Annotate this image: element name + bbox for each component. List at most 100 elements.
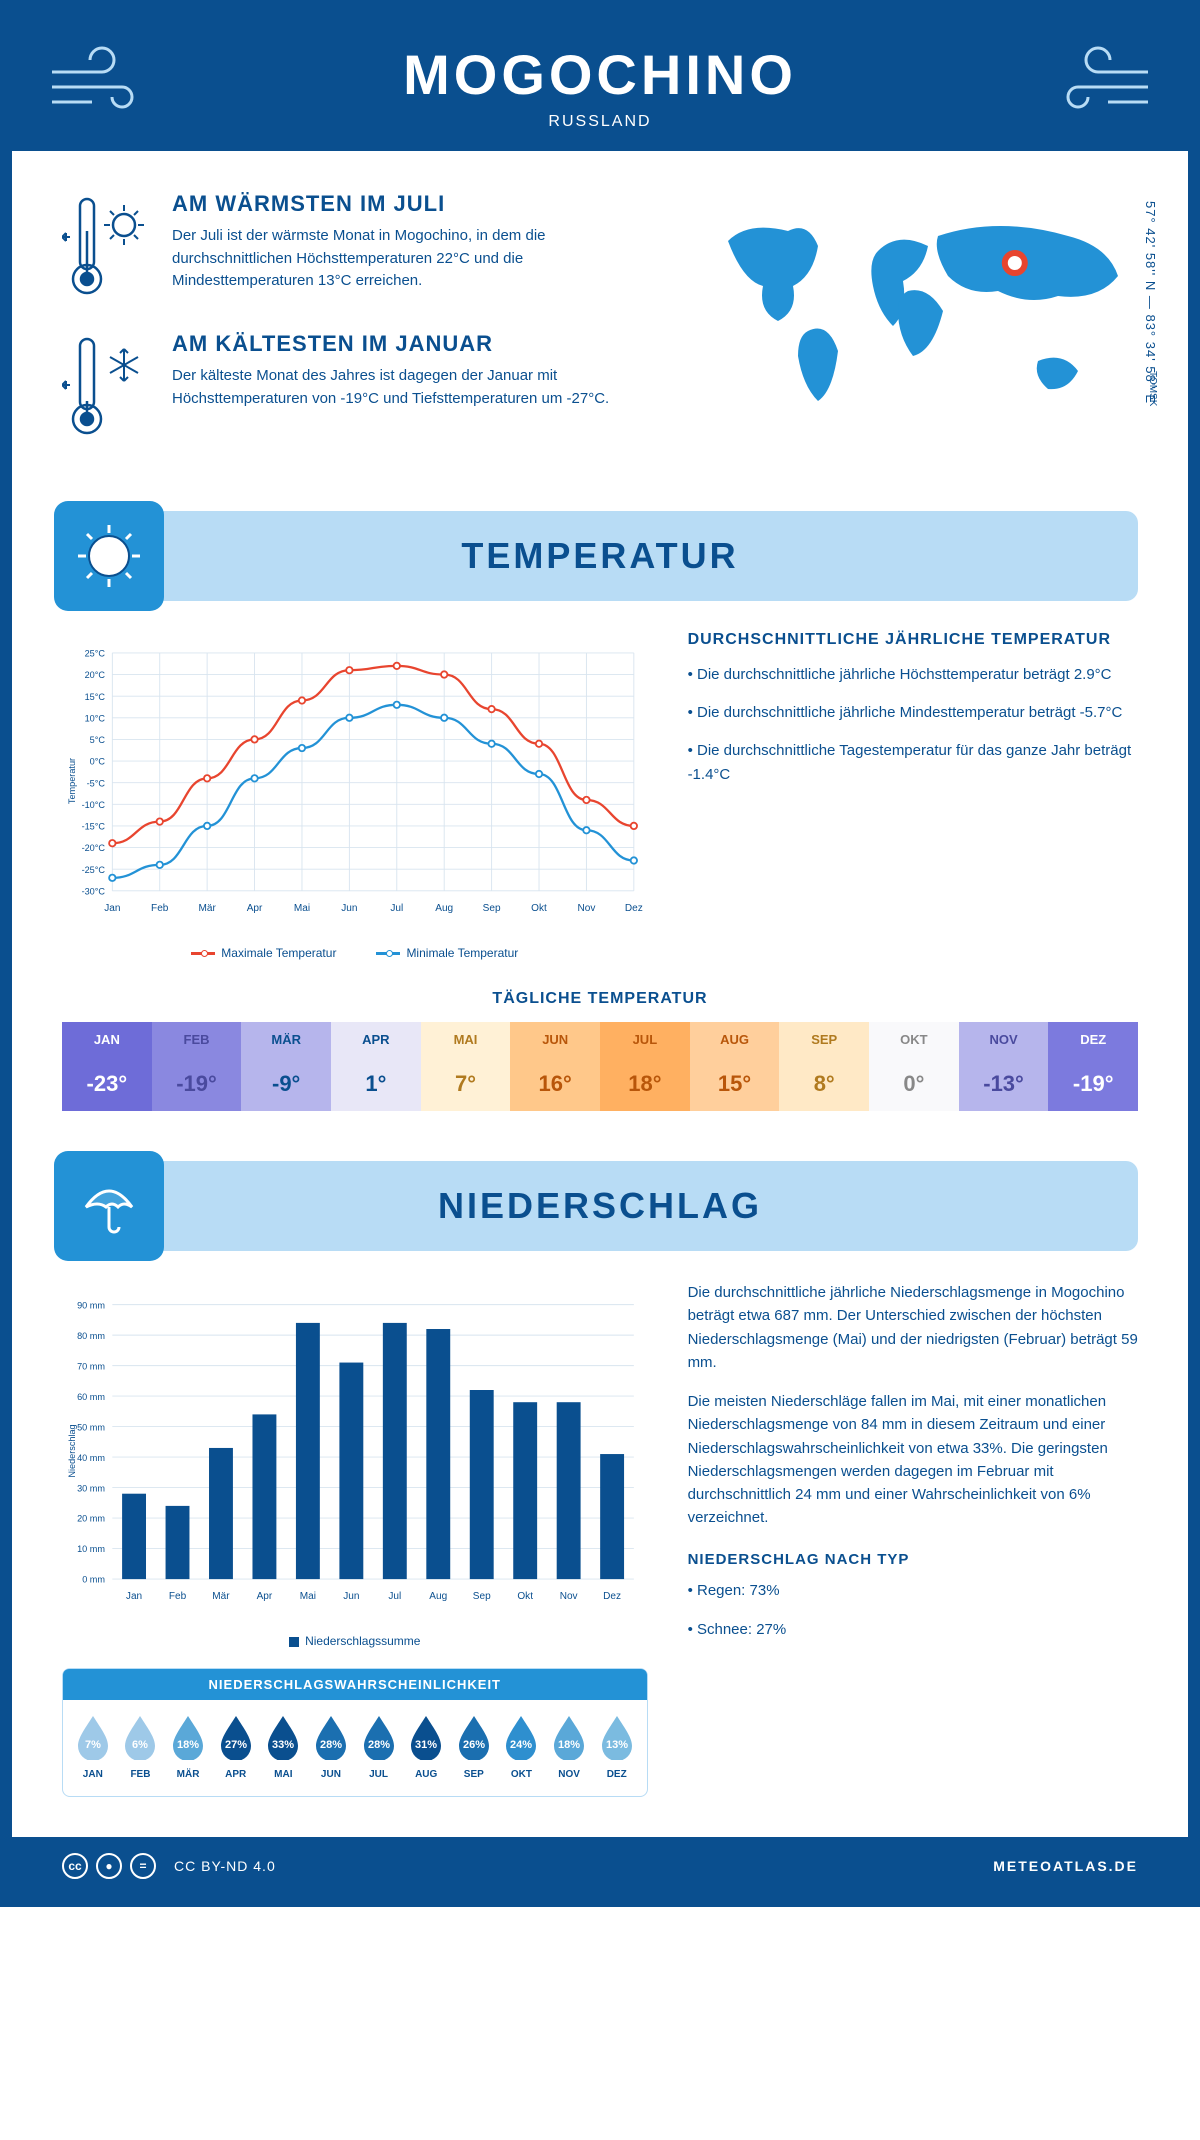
content: AM WÄRMSTEN IM JULI Der Juli ist der wär… <box>12 151 1188 1837</box>
svg-text:Mär: Mär <box>212 1591 230 1602</box>
temp-title: TEMPERATUR <box>461 535 738 577</box>
svg-text:15°C: 15°C <box>85 692 106 702</box>
coldest-text: Der kälteste Monat des Jahres ist dagege… <box>172 365 658 410</box>
license-text: CC BY-ND 4.0 <box>174 1858 276 1874</box>
month-cell: FEB-19° <box>152 1022 242 1111</box>
probability-drop: 31% AUG <box>402 1712 450 1780</box>
svg-text:Okt: Okt <box>531 903 547 914</box>
daily-temp-table: JAN-23° FEB-19° MÄR-9° APR1° MAI7° JUN16… <box>62 1022 1138 1111</box>
svg-text:60 mm: 60 mm <box>77 1392 105 1402</box>
month-cell: NOV-13° <box>959 1022 1049 1111</box>
svg-text:Aug: Aug <box>429 1591 447 1602</box>
wind-icon <box>1038 42 1158 122</box>
cc-icon: cc <box>62 1853 88 1879</box>
month-cell: MAI7° <box>421 1022 511 1111</box>
warmest-text: Der Juli ist der wärmste Monat in Mogoch… <box>172 225 658 293</box>
svg-text:24%: 24% <box>510 1739 532 1751</box>
probability-drop: 26% SEP <box>450 1712 498 1780</box>
infographic-page: MOGOCHINO RUSSLAND AM WÄRMSTEN IM JULI D… <box>0 0 1200 1907</box>
probability-drop: 27% APR <box>212 1712 260 1780</box>
svg-text:20°C: 20°C <box>85 670 106 680</box>
precip-title: NIEDERSCHLAG <box>438 1185 762 1227</box>
precip-section-header: NIEDERSCHLAG <box>62 1161 1138 1251</box>
month-cell: JAN-23° <box>62 1022 152 1111</box>
svg-text:-5°C: -5°C <box>87 778 106 788</box>
precip-type2: • Schnee: 27% <box>688 1618 1138 1641</box>
svg-text:Apr: Apr <box>247 903 263 914</box>
svg-text:33%: 33% <box>272 1739 294 1751</box>
svg-text:Dez: Dez <box>603 1591 621 1602</box>
probability-drop: 13% DEZ <box>593 1712 641 1780</box>
svg-text:Aug: Aug <box>435 903 453 914</box>
svg-text:Mai: Mai <box>294 903 310 914</box>
svg-text:0 mm: 0 mm <box>82 1575 105 1585</box>
precip-type1: • Regen: 73% <box>688 1579 1138 1602</box>
svg-text:80 mm: 80 mm <box>77 1331 105 1341</box>
svg-text:90 mm: 90 mm <box>77 1300 105 1310</box>
svg-text:Mai: Mai <box>300 1591 316 1602</box>
svg-text:Temperatur: Temperatur <box>67 758 77 804</box>
region-label: TOMSK <box>1147 371 1158 406</box>
svg-text:Feb: Feb <box>169 1591 187 1602</box>
prob-title: NIEDERSCHLAGSWAHRSCHEINLICHKEIT <box>63 1669 647 1700</box>
svg-text:Jan: Jan <box>126 1591 142 1602</box>
month-cell: DEZ-19° <box>1048 1022 1138 1111</box>
svg-text:Jun: Jun <box>341 903 357 914</box>
thermometer-sun-icon <box>62 191 152 301</box>
month-cell: OKT0° <box>869 1022 959 1111</box>
precipitation-bar-chart: 0 mm10 mm20 mm30 mm40 mm50 mm60 mm70 mm8… <box>62 1281 648 1621</box>
svg-text:Sep: Sep <box>473 1591 491 1602</box>
precip-p1: Die durchschnittliche jährliche Niedersc… <box>688 1281 1138 1374</box>
thermometer-snow-icon <box>62 331 152 441</box>
svg-text:Nov: Nov <box>577 903 595 914</box>
svg-text:Jul: Jul <box>390 903 403 914</box>
probability-drop: 24% OKT <box>498 1712 546 1780</box>
legend-max: Maximale Temperatur <box>221 946 336 960</box>
precip-probability-box: NIEDERSCHLAGSWAHRSCHEINLICHKEIT 7% JAN 6… <box>62 1668 648 1797</box>
header: MOGOCHINO RUSSLAND <box>12 12 1188 151</box>
footer: cc ● = CC BY-ND 4.0 METEOATLAS.DE <box>12 1837 1188 1895</box>
probability-drop: 33% MAI <box>260 1712 308 1780</box>
temperature-line-chart: -30°C-25°C-20°C-15°C-10°C-5°C0°C5°C10°C1… <box>62 631 648 931</box>
by-icon: ● <box>96 1853 122 1879</box>
warmest-title: AM WÄRMSTEN IM JULI <box>172 191 658 217</box>
svg-text:6%: 6% <box>132 1739 148 1751</box>
precip-text: Die durchschnittliche jährliche Niedersc… <box>688 1281 1138 1797</box>
country: RUSSLAND <box>12 113 1188 131</box>
svg-text:Nov: Nov <box>560 1591 578 1602</box>
svg-text:10°C: 10°C <box>85 713 106 723</box>
svg-text:20 mm: 20 mm <box>77 1514 105 1524</box>
svg-text:18%: 18% <box>558 1739 580 1751</box>
nd-icon: = <box>130 1853 156 1879</box>
warmest-fact: AM WÄRMSTEN IM JULI Der Juli ist der wär… <box>62 191 658 301</box>
svg-text:Jul: Jul <box>388 1591 401 1602</box>
svg-text:40 mm: 40 mm <box>77 1453 105 1463</box>
coldest-fact: AM KÄLTESTEN IM JANUAR Der kälteste Mona… <box>62 331 658 441</box>
month-cell: APR1° <box>331 1022 421 1111</box>
sun-badge-icon <box>54 501 164 611</box>
svg-text:Jun: Jun <box>343 1591 359 1602</box>
svg-text:50 mm: 50 mm <box>77 1422 105 1432</box>
svg-text:26%: 26% <box>463 1739 485 1751</box>
site-name: METEOATLAS.DE <box>993 1858 1138 1874</box>
legend-min: Minimale Temperatur <box>406 946 518 960</box>
svg-text:-20°C: -20°C <box>82 843 106 853</box>
svg-text:10 mm: 10 mm <box>77 1544 105 1554</box>
svg-text:25°C: 25°C <box>85 649 106 659</box>
month-cell: JUL18° <box>600 1022 690 1111</box>
svg-text:-30°C: -30°C <box>82 886 106 896</box>
wind-icon <box>42 42 162 122</box>
svg-text:28%: 28% <box>320 1739 342 1751</box>
world-map <box>698 191 1138 431</box>
temp-info-title: DURCHSCHNITTLICHE JÄHRLICHE TEMPERATUR <box>688 631 1138 649</box>
probability-drop: 28% JUL <box>355 1712 403 1780</box>
svg-text:Apr: Apr <box>257 1591 273 1602</box>
svg-text:Okt: Okt <box>517 1591 533 1602</box>
probability-drop: 28% JUN <box>307 1712 355 1780</box>
map-box: 57° 42' 58'' N — 83° 34' 58'' E TOMSK <box>698 191 1138 471</box>
svg-text:Sep: Sep <box>483 903 501 914</box>
svg-text:-10°C: -10°C <box>82 800 106 810</box>
svg-text:18%: 18% <box>177 1739 199 1751</box>
svg-text:27%: 27% <box>225 1739 247 1751</box>
svg-text:-25°C: -25°C <box>82 865 106 875</box>
